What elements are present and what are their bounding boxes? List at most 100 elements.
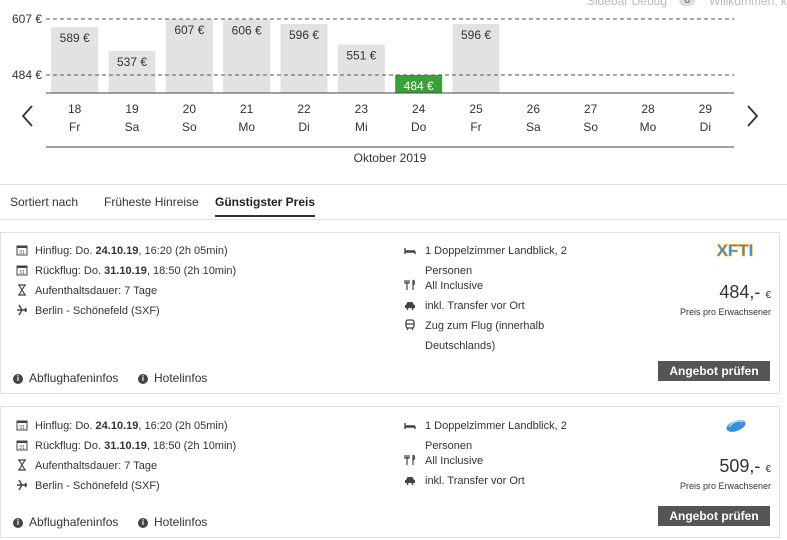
- offer-price: 509,- €: [719, 456, 771, 476]
- weekday-label: Sa: [125, 120, 140, 134]
- sort-option-cheapest[interactable]: Günstigster Preis: [215, 195, 316, 217]
- transfer-info: inkl. Transfer vor Ort: [425, 475, 525, 487]
- plane-icon: [17, 304, 27, 316]
- weekday-label: So: [182, 120, 197, 134]
- train-icon: [405, 319, 415, 331]
- xfti-operator-logo: XFTI: [716, 241, 754, 261]
- svg-text:31: 31: [19, 270, 25, 276]
- svg-text:31: 31: [19, 425, 25, 431]
- reference-line-label: 484 €: [12, 68, 42, 82]
- plane-icon: [17, 479, 27, 491]
- outbound-flight: Hinflug: Do. 24.10.19, 16:20 (2h 05min): [35, 245, 228, 257]
- departure-airport: Berlin - Schönefeld (SXF): [35, 480, 160, 492]
- weekday-label: Sa: [526, 120, 541, 134]
- day-number-label: 23: [355, 102, 369, 116]
- price-calendar-chart: 589 € 537 € 607 € 606 € 596 € 551 € 484 € 596 €…: [12, 12, 734, 148]
- hotel-info-link[interactable]: i Hotelinfos: [138, 371, 207, 385]
- price-bar[interactable]: [395, 75, 443, 93]
- bar-value-label: 596 €: [289, 28, 319, 42]
- board-type: All Inclusive: [425, 280, 484, 292]
- hotel-info-link[interactable]: i Hotelinfos: [138, 515, 207, 529]
- calendar-icon: 31: [16, 440, 28, 451]
- weekday-label: Fr: [470, 120, 481, 134]
- chevron-left-icon: [21, 105, 33, 127]
- stay-duration: Aufenthaltsdauer: 7 Tage: [35, 460, 158, 472]
- reference-line-label: 607 €: [12, 12, 42, 26]
- weekday-label: Fr: [69, 120, 80, 134]
- bar-value-label: 607 €: [174, 23, 204, 37]
- hourglass-icon: [18, 459, 26, 471]
- return-flight: Rückflug: Do. 31.10.19, 18:50 (2h 10min): [35, 265, 237, 277]
- bar-value-label: 596 €: [461, 28, 491, 42]
- price-bar[interactable]: [165, 19, 213, 93]
- next-dates-button[interactable]: [740, 102, 764, 130]
- calendar-icon: 31: [16, 420, 28, 431]
- price-per-adult: Preis pro Erwachsener: [679, 481, 771, 491]
- offer-card: 31 Hinflug: Do. 24.10.19, 16:20 (2h 05mi…: [0, 406, 780, 538]
- svg-text:31: 31: [19, 250, 25, 256]
- car-icon: [405, 302, 415, 310]
- airport-info-link[interactable]: i Abflughafeninfos: [13, 371, 118, 385]
- car-icon: [405, 477, 415, 485]
- cutlery-icon: [404, 279, 416, 290]
- rail-and-fly-info: Zug zum Flug (innerhalb Deutschlands): [425, 320, 545, 352]
- sidebar-debug-link[interactable]: Sidebar Debug: [586, 0, 667, 8]
- airport-info-link[interactable]: i Abflughafeninfos: [13, 515, 118, 529]
- price-bar[interactable]: [280, 24, 328, 93]
- stay-duration: Aufenthaltsdauer: 7 Tage: [35, 285, 158, 297]
- check-offer-button[interactable]: Angebot prüfen: [658, 361, 770, 381]
- svg-text:XFTI: XFTI: [717, 241, 754, 260]
- transfer-info: inkl. Transfer vor Ort: [425, 300, 525, 312]
- day-number-label: 20: [183, 102, 197, 116]
- weekday-label: Mo: [238, 120, 255, 134]
- offer-price: 484,- €: [719, 282, 771, 302]
- price-bar[interactable]: [337, 44, 385, 93]
- bar-value-label: 551 €: [346, 48, 376, 62]
- bar-value-label: 484 €: [404, 79, 434, 93]
- price-bar[interactable]: [51, 27, 99, 93]
- day-number-label: 18: [68, 102, 82, 116]
- info-icon: i: [13, 374, 23, 384]
- price-bar[interactable]: [223, 19, 271, 93]
- weekday-label: Mi: [355, 120, 368, 134]
- weekday-label: Mo: [640, 120, 657, 134]
- day-number-label: 26: [527, 102, 541, 116]
- debug-count-badge: 0: [679, 0, 695, 6]
- info-icon: i: [138, 518, 148, 528]
- check-offer-button[interactable]: Angebot prüfen: [658, 506, 770, 526]
- room-info: 1 Doppelzimmer Landblick, 2 Personen: [425, 420, 567, 452]
- outbound-flight: Hinflug: Do. 24.10.19, 16:20 (2h 05min): [35, 420, 228, 432]
- day-number-label: 22: [297, 102, 311, 116]
- weekday-label: Di: [298, 120, 309, 134]
- chevron-right-icon: [747, 105, 759, 127]
- offer-card: 31 Hinflug: Do. 24.10.19, 16:20 (2h 05mi…: [0, 232, 780, 394]
- price-per-adult: Preis pro Erwachsener: [679, 307, 771, 317]
- price-bar[interactable]: [452, 24, 500, 93]
- bar-value-label: 589 €: [60, 31, 90, 45]
- day-number-label: 21: [240, 102, 254, 116]
- bar-value-label: 537 €: [117, 55, 147, 69]
- day-number-label: 28: [641, 102, 655, 116]
- sort-label: Sortiert nach: [10, 195, 79, 209]
- calendar-icon: 31: [16, 245, 28, 256]
- info-icon: i: [138, 374, 148, 384]
- info-icon: i: [13, 518, 23, 528]
- chart-month-label: Oktober 2019: [353, 151, 427, 165]
- bar-value-label: 606 €: [232, 23, 262, 37]
- return-flight: Rückflug: Do. 31.10.19, 18:50 (2h 10min): [35, 440, 237, 452]
- day-number-label: 19: [125, 102, 139, 116]
- sort-bar: Sortiert nach Früheste Hinreise Günstigs…: [0, 184, 787, 220]
- room-info: 1 Doppelzimmer Landblick, 2 Personen: [425, 245, 567, 277]
- day-number-label: 25: [469, 102, 483, 116]
- weekday-label: Di: [700, 120, 711, 134]
- departure-airport: Berlin - Schönefeld (SXF): [35, 305, 160, 317]
- price-bar[interactable]: [108, 50, 156, 93]
- sort-option-earliest[interactable]: Früheste Hinreise: [104, 195, 199, 209]
- day-number-label: 24: [412, 102, 426, 116]
- svg-text:31: 31: [19, 445, 25, 451]
- weekday-label: Do: [411, 120, 427, 134]
- welcome-text: Willkommen, k: [708, 0, 787, 8]
- airline-bird-logo: [726, 420, 746, 432]
- prev-dates-button[interactable]: [16, 102, 40, 130]
- board-type: All Inclusive: [425, 455, 484, 467]
